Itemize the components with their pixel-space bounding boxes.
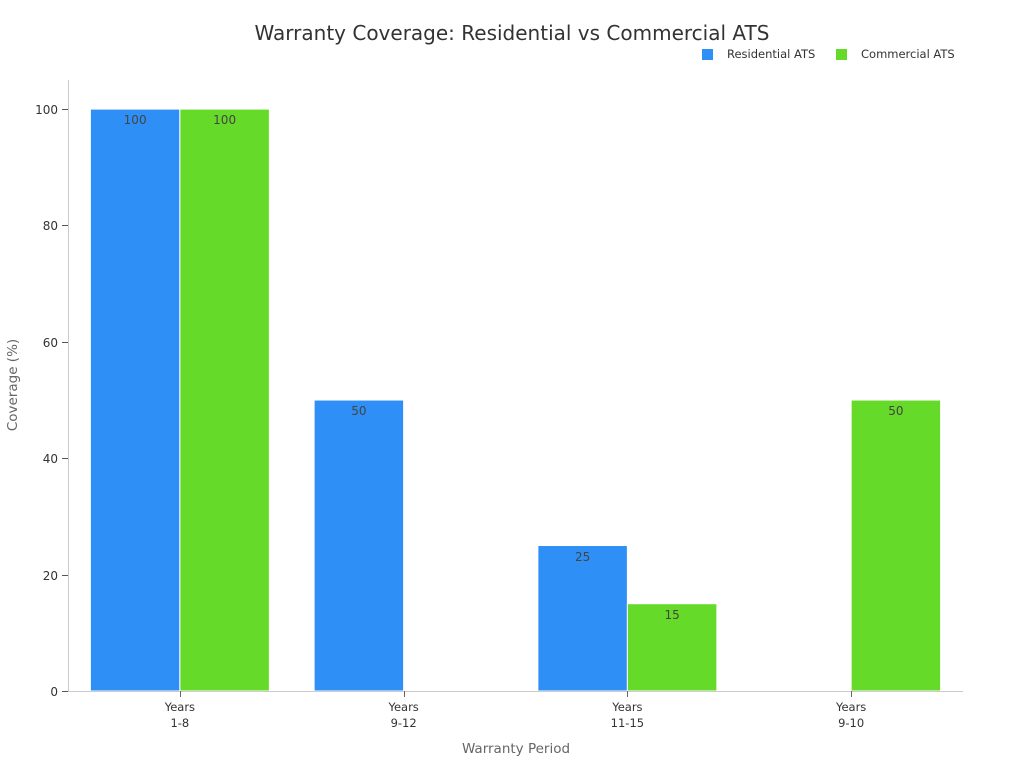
y-tick-label: 60	[42, 335, 58, 350]
bar-residential-ats-years-11-15	[537, 545, 628, 692]
x-tick-label-years-9-10: Years 9-10	[835, 700, 867, 730]
legend-item-commercial-ats: Commercial ATS	[836, 47, 955, 61]
data-label-residential-ats-years-9-12: 50	[351, 404, 367, 419]
x-axis-title: Warranty Period	[461, 741, 571, 757]
legend-label-commercial-ats: Commercial ATS	[861, 47, 955, 61]
legend-item-residential-ats: Residential ATS	[702, 47, 815, 61]
x-tick-label-years-1-8: Years 1-8	[164, 700, 196, 730]
y-axis-ticks	[62, 109, 68, 692]
data-label-residential-ats-years-11-15: 25	[574, 549, 591, 564]
data-label-commercial-ats-years-1-8: 100	[213, 113, 237, 128]
y-axis-title: Coverage (%)	[5, 338, 21, 432]
legend-label-residential-ats: Residential ATS	[727, 47, 816, 61]
bar-commercial-ats-years-11-15	[626, 603, 718, 692]
x-tick-label-years-11-15: Years 11-15	[610, 700, 645, 730]
y-tick-label: 0	[50, 684, 58, 699]
bar-residential-ats-years-9-12	[313, 399, 405, 692]
y-tick-label: 20	[42, 568, 58, 583]
data-label-commercial-ats-years-9-10: 50	[888, 404, 904, 419]
y-tick-label: 80	[42, 218, 58, 233]
data-label-residential-ats-years-1-8: 100	[123, 113, 147, 128]
bars	[89, 108, 942, 692]
y-tick-label: 100	[35, 102, 58, 117]
bar-commercial-ats-years-9-10	[850, 399, 942, 692]
bar-residential-ats-years-1-8	[89, 108, 181, 692]
x-tick-label-years-9-12: Years 9-12	[388, 700, 419, 730]
data-label-commercial-ats-years-11-15: 15	[664, 607, 680, 622]
legend-swatch-residential-ats	[702, 48, 713, 60]
y-tick-label: 40	[42, 451, 58, 466]
bar-commercial-ats-years-1-8	[179, 108, 270, 692]
x-axis-ticks	[180, 691, 852, 697]
legend-swatch-commercial-ats	[836, 48, 847, 60]
chart-title: Warranty Coverage: Residential vs Commer…	[254, 21, 770, 45]
